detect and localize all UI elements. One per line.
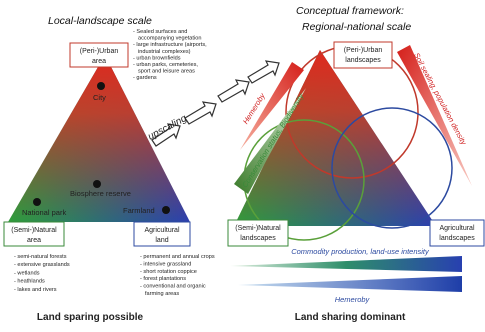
list-item: farming areas [145,291,179,297]
box-label: (Peri-)Urban [80,48,119,55]
gradient-label: Commodity production, land-use intensity [291,247,430,256]
box-label: Agricultural [439,225,474,232]
box-label: landscapes [240,235,276,242]
box-label: land [155,237,168,244]
list-item: - gardens [133,75,157,81]
natural-box [3,221,65,247]
point [93,180,101,188]
list-item: - lakes and rivers [14,287,57,293]
box-label: (Peri-)Urban [344,47,383,54]
list-item: - urban brownfields [133,55,181,61]
urban-box [333,41,393,69]
list-item: - wetlands [14,270,40,276]
point [97,82,105,90]
gradient-label: Hemeroby [335,295,371,304]
right-title: Conceptual framework: [296,5,404,17]
natural-box [227,219,289,247]
list-item: - forest plantations [140,276,186,282]
list-item: - Sealed surfaces and [133,29,187,35]
left-title: Local-landscape scale [48,15,152,27]
point-label: National park [22,208,66,217]
wedge [234,88,306,194]
arrows [151,60,280,147]
point [162,206,170,214]
list-item: - conventional and organic [140,284,206,290]
point [33,198,41,206]
list-item: - intensive grassland [140,261,191,267]
agri-box [429,219,485,247]
box-label: area [27,237,41,244]
list-item: - extensive grasslands [14,262,70,268]
list-item: industrial complexes) [138,49,191,55]
agri-box [133,221,191,247]
right-title: Regional-national scale [302,21,411,33]
box-label: (Semi-)Natural [235,225,281,232]
natural-list: - semi-natural forests - extensive grassl… [14,254,70,293]
list-item: - heathlands [14,279,45,285]
point-label: Biosphere reserve [70,189,131,198]
agri-list: - permanent and annual crops- intensive … [140,254,215,297]
list-item: - permanent and annual crops [140,254,215,260]
list-item: sport and leisure areas [138,69,195,75]
list-item: accompanying vegetation [138,36,201,42]
agri-circle [331,107,453,229]
list-item: - large infrastructure (airports, [133,42,207,48]
wedge [238,276,462,292]
wedge [397,45,472,186]
point-label: Farmland [123,206,155,215]
wedge [240,62,304,150]
list-item: - urban parks, cemeteries, [133,62,198,68]
box-label: landscapes [345,57,381,64]
box-label: landscapes [439,235,475,242]
triangle-overlay [8,55,190,222]
footer: Land sparing possible [37,312,144,323]
wedge [230,256,462,272]
point-label: City [93,93,106,102]
urban-box [69,42,129,68]
box-label: (Semi-)Natural [11,227,57,234]
box-label: Agricultural [144,227,179,234]
triangle-overlay [234,50,436,226]
list-item: - semi-natural forests [14,254,67,260]
footer: Land sharing dominant [295,312,406,323]
list-item: - short rotation coppice [140,269,197,275]
box-label: area [92,58,106,65]
